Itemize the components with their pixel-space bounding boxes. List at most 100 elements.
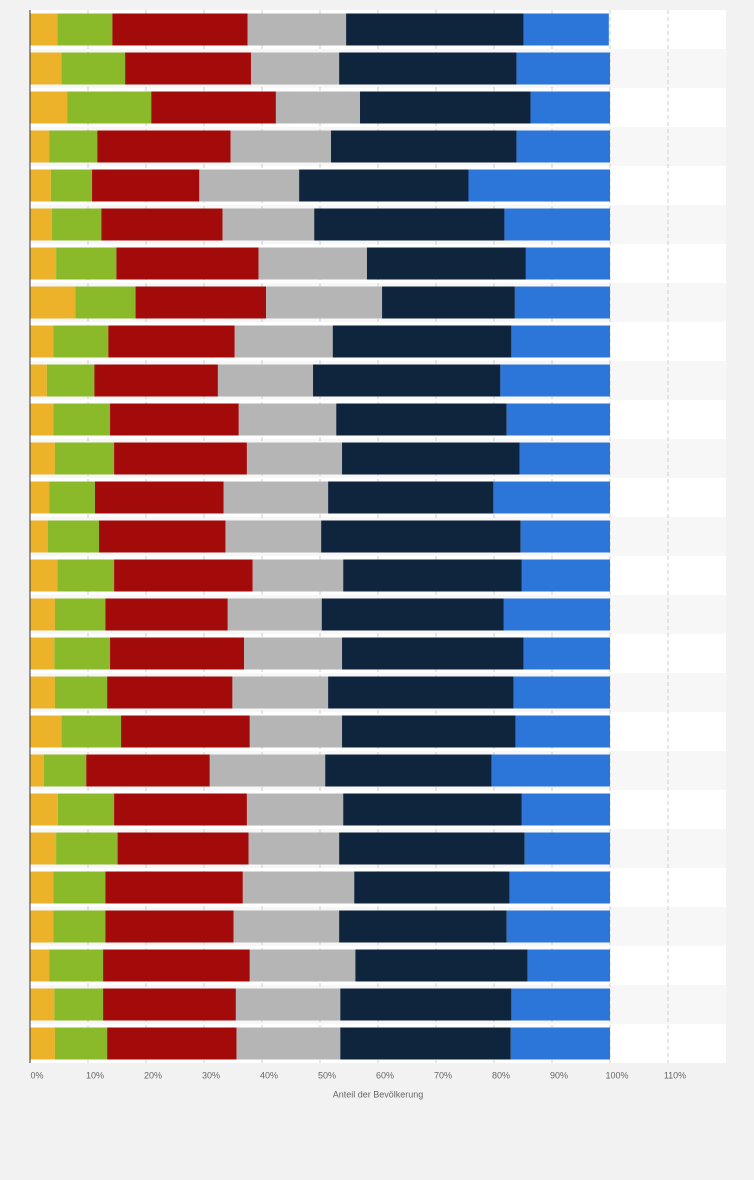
bar-segment [331, 130, 517, 163]
bar-segment [510, 1027, 610, 1060]
x-tick-label: 110% [664, 1070, 686, 1080]
bar-segment [112, 13, 248, 46]
bar-segment [321, 520, 521, 553]
bar-segment [209, 754, 326, 787]
bar-segment [57, 793, 115, 826]
bar-segment [340, 1027, 511, 1060]
bar-segment [217, 364, 314, 397]
bar-segment [135, 286, 267, 319]
bar-segment [57, 13, 113, 46]
x-tick-label: 30% [202, 1070, 220, 1080]
bar-segment [105, 598, 228, 631]
bar-segment [30, 754, 44, 787]
bar-segment [30, 13, 58, 46]
bar-segment [30, 247, 57, 280]
x-tick-label: 70% [434, 1070, 452, 1080]
bar-segment [468, 169, 610, 202]
bar-segment [94, 364, 218, 397]
bar-segment [506, 910, 610, 943]
bar-segment [275, 91, 361, 124]
bar-segment [346, 13, 524, 46]
bar-segment [199, 169, 300, 202]
bar-segment [92, 169, 200, 202]
bar-segment [30, 793, 58, 826]
x-tick-label: 60% [376, 1070, 394, 1080]
bar-segment [250, 52, 340, 85]
bar-segment [524, 832, 610, 865]
bar-segment [30, 481, 50, 514]
bar-segment [299, 169, 469, 202]
bar-segment [521, 559, 610, 592]
bar-segment [30, 403, 54, 436]
bar-segment [248, 832, 340, 865]
bar-segment [511, 325, 610, 358]
bar-segment [242, 871, 355, 904]
bar-segment [354, 871, 510, 904]
bar-segment [339, 832, 525, 865]
bar-segment [86, 754, 210, 787]
bar-segment [520, 520, 610, 553]
bar-segment [110, 637, 245, 670]
bar-segment [108, 325, 235, 358]
bar-segment [504, 208, 610, 241]
bar-segment [336, 403, 507, 436]
bar-segment [382, 286, 515, 319]
bar-segment [525, 247, 610, 280]
bar-segment [30, 1027, 55, 1060]
bar-segment [230, 130, 332, 163]
bar-segment [30, 520, 48, 553]
bar-segment [47, 520, 100, 553]
bar-segment [314, 208, 505, 241]
bar-segment [105, 910, 234, 943]
bar-segment [75, 286, 136, 319]
bar-segment [516, 52, 610, 85]
bar-segment [61, 715, 122, 748]
x-tick-label: 80% [492, 1070, 510, 1080]
bar-segment [30, 949, 50, 982]
bar-segment [30, 598, 55, 631]
bar-segment [114, 442, 247, 475]
bar-segment [342, 442, 520, 475]
bar-segment [516, 130, 610, 163]
bar-segment [125, 52, 251, 85]
x-tick-label: 20% [144, 1070, 162, 1080]
bar-segment [94, 481, 224, 514]
bar-segment [238, 403, 337, 436]
x-tick-label: 100% [605, 1070, 628, 1080]
bar-segment [101, 208, 223, 241]
x-tick-label: 0% [30, 1070, 43, 1080]
bar-segment [519, 442, 610, 475]
bar-segment [46, 364, 95, 397]
bar-segment [258, 247, 367, 280]
x-tick-label: 40% [260, 1070, 278, 1080]
bar-segment [222, 208, 315, 241]
bar-segment [343, 793, 522, 826]
bar-segment [232, 676, 329, 709]
bar-segment [49, 481, 95, 514]
x-axis-title: Anteil der Bevölkerung [333, 1089, 424, 1099]
bar-segment [30, 715, 62, 748]
bar-segment [227, 598, 322, 631]
bar-segment [366, 247, 526, 280]
bar-segment [50, 169, 93, 202]
bar-segment [54, 676, 108, 709]
bar-segment [246, 442, 343, 475]
bar-segment [99, 520, 226, 553]
bar-segment [107, 1027, 237, 1060]
bar-segment [521, 793, 610, 826]
bar-segment [343, 559, 522, 592]
bar-segment [30, 442, 55, 475]
x-tick-label: 50% [318, 1070, 336, 1080]
bar-segment [339, 910, 507, 943]
bar-segment [53, 871, 106, 904]
bar-segment [114, 793, 247, 826]
bar-segment [53, 403, 111, 436]
bar-segment [530, 91, 610, 124]
bar-segment [54, 637, 111, 670]
bar-segment [503, 598, 610, 631]
bar-segment [235, 988, 341, 1021]
bar-segment [321, 598, 504, 631]
bar-segment [43, 754, 87, 787]
bar-segment [105, 871, 243, 904]
